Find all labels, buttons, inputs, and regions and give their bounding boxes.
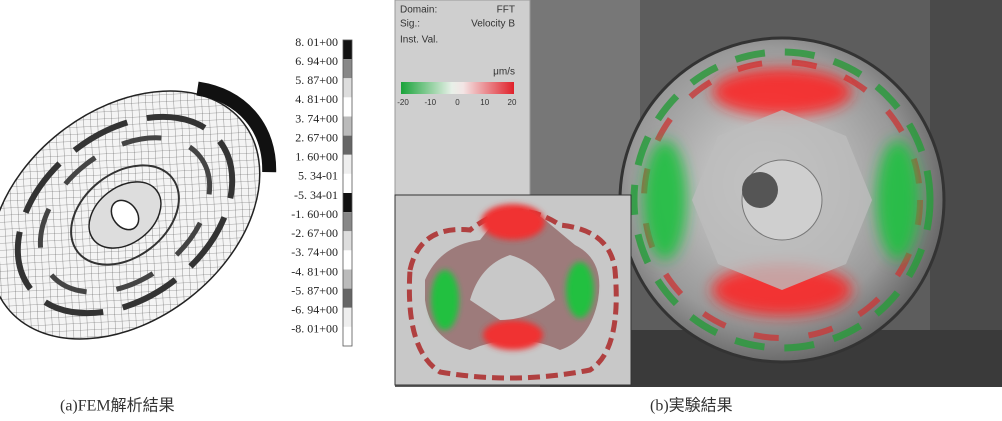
scale-tick-label: 10 (480, 98, 489, 107)
colorbar-label: 8. 01+00 (295, 35, 338, 49)
colorbar-label: -4. 81+00 (291, 264, 338, 278)
colorbar-band (343, 59, 352, 78)
scale-tick-label: 20 (508, 98, 517, 107)
colorbar-band (343, 136, 352, 155)
colorbar-band (343, 270, 352, 289)
inst-label: Inst. Val. (400, 35, 438, 46)
caption-a: (a)FEM解析結果 (60, 397, 175, 415)
colorbar-label: 3. 74+00 (295, 111, 338, 125)
colorbar-band (343, 193, 352, 212)
color-scale (401, 82, 514, 94)
colorbar-band (343, 250, 352, 269)
overlay-panel: Domain: FFT Sig.: Velocity B Inst. Val. … (395, 0, 530, 195)
colorbar-band (343, 155, 352, 174)
colorbar-band (343, 212, 352, 231)
colorbar-band (343, 289, 352, 308)
scale-tick-label: -20 (397, 98, 409, 107)
colorbar-label: 2. 67+00 (295, 130, 338, 144)
colorbar-label: 4. 81+00 (295, 92, 338, 106)
caption-b: (b)実験結果 (650, 397, 733, 415)
colorbar-label: -2. 67+00 (291, 226, 338, 240)
colorbar-band (343, 308, 352, 327)
colorbar-label: 5. 87+00 (295, 73, 338, 87)
colorbar-label: -6. 94+00 (291, 303, 338, 317)
colorbar-label: -5. 87+00 (291, 283, 338, 297)
colorbar-band (343, 231, 352, 250)
colorbar-label: -5. 34-01 (294, 188, 338, 202)
colorbar-band (343, 40, 352, 59)
colorbar-label: -8. 01+00 (291, 322, 338, 336)
fem-disk (0, 34, 316, 390)
figure: 8. 01+00 6. 94+00 5. 87+00 4. 81+00 3. 74+00… (0, 0, 1002, 421)
colorbar-label: -1. 60+00 (291, 207, 338, 221)
colorbar-label: -3. 74+00 (291, 245, 338, 259)
colorbar-band (343, 174, 352, 193)
scale-tick-label: 0 (455, 98, 460, 107)
unit: μm/s (493, 67, 515, 78)
colorbar-band (343, 327, 352, 346)
domain-value: FFT (497, 5, 515, 16)
colorbar-label: 5. 34-01 (298, 169, 338, 183)
sig-value: Velocity B (471, 19, 515, 30)
colorbar-band (343, 117, 352, 136)
colorbar-band (343, 78, 352, 97)
colorbar-band (343, 97, 352, 116)
colorbar: 8. 01+00 6. 94+00 5. 87+00 4. 81+00 3. 74+00… (291, 35, 352, 346)
domain-label: Domain: (400, 5, 437, 16)
sig-label: Sig.: (400, 19, 420, 30)
inset (395, 195, 631, 385)
scale-tick-label: -10 (424, 98, 436, 107)
colorbar-label: 6. 94+00 (295, 54, 338, 68)
colorbar-label: 1. 60+00 (295, 150, 338, 164)
